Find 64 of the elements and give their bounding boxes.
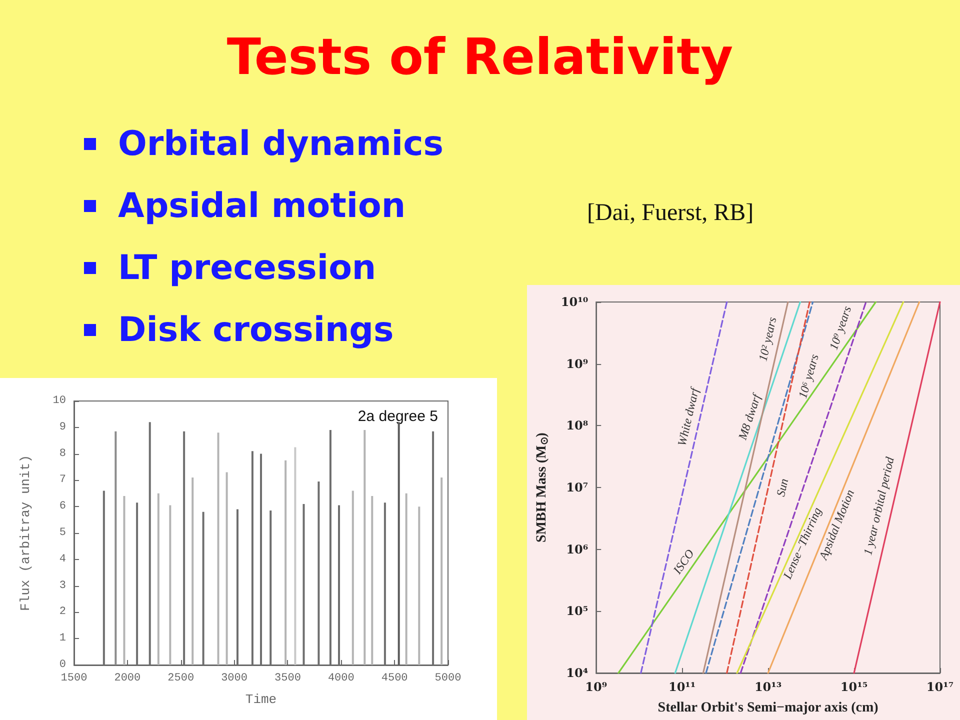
- y-tick-label: 10: [52, 395, 66, 407]
- text: Disk crossings: [118, 310, 394, 350]
- bar: [123, 496, 126, 665]
- x-tick-label: 1500: [60, 672, 88, 684]
- x-axis-title: Time: [245, 692, 277, 707]
- y-tick-label: 10⁹: [566, 356, 588, 371]
- bar: [352, 490, 354, 665]
- x-tick-label: 10¹⁵: [840, 680, 868, 694]
- bar: [294, 447, 296, 665]
- bar: [226, 472, 228, 665]
- y-tick-label: 4: [59, 553, 66, 566]
- y-tick-label: 3: [59, 580, 66, 592]
- y-tick-label: 1: [59, 632, 66, 645]
- y-tick-label: 10¹⁰: [560, 295, 588, 309]
- bar: [284, 460, 287, 665]
- text: Tests of Relativity: [226, 28, 734, 86]
- y-tick-label: 10⁸: [566, 418, 588, 433]
- text: Apsidal motion: [118, 186, 406, 226]
- bar: [364, 430, 366, 665]
- x-tick-label: 10¹⁷: [926, 680, 954, 694]
- y-tick-label: 10⁵: [566, 604, 588, 618]
- y-axis-title: SMBH Mass (M⊙): [534, 432, 550, 542]
- bar: [217, 432, 220, 665]
- x-tick-label: 2500: [168, 672, 194, 684]
- bar: [114, 431, 117, 665]
- text: 10² years: [756, 315, 780, 362]
- y-tick-label: 8: [59, 448, 66, 460]
- bar: [371, 496, 374, 665]
- x-tick-label: 4000: [328, 672, 354, 684]
- y-tick-label: 2: [59, 606, 66, 618]
- x-tick-label: 4500: [381, 672, 408, 684]
- y-tick-label: 10⁶: [566, 542, 588, 556]
- x-tick-label: 5000: [434, 672, 462, 684]
- annotation: 2a degree 5: [358, 408, 438, 425]
- bar: [157, 493, 160, 665]
- y-tick-label: 0: [59, 659, 66, 671]
- y-tick-label: 10⁴: [566, 666, 588, 680]
- text: 10⁶ years: [795, 352, 822, 400]
- x-tick-label: 10⁹: [585, 680, 608, 694]
- text: 1 year orbital period: [860, 454, 898, 556]
- bar: [418, 506, 420, 665]
- x-axis-title: Stellar Orbit's Semi−major axis (cm): [658, 700, 879, 716]
- text: Sun: [773, 477, 792, 498]
- text: [Dai, Fuerst, RB]: [587, 200, 754, 227]
- y-tick-label: 5: [59, 527, 66, 539]
- x-tick-label: 10¹¹: [668, 680, 696, 694]
- text: M8 dwarf: [735, 390, 764, 442]
- x-tick-label: 10¹³: [754, 680, 782, 694]
- text: White dwarf: [674, 385, 702, 448]
- y-tick-label: 6: [59, 500, 66, 513]
- bar: [405, 493, 408, 665]
- y-tick-label: 9: [59, 421, 66, 434]
- text: LT precession: [118, 248, 376, 288]
- bar: [440, 478, 443, 665]
- bar: [192, 478, 194, 665]
- y-tick-label: 7: [59, 474, 66, 486]
- y-axis-title: Flux (arbitray unit): [18, 454, 33, 612]
- text: Orbital dynamics: [118, 124, 444, 164]
- x-tick-label: 3500: [274, 672, 301, 684]
- text: 10⁹ years: [826, 304, 854, 352]
- x-tick-label: 3000: [221, 672, 248, 684]
- bar: [169, 505, 172, 665]
- y-tick-label: 10⁷: [566, 480, 588, 494]
- x-tick-label: 2000: [114, 672, 141, 684]
